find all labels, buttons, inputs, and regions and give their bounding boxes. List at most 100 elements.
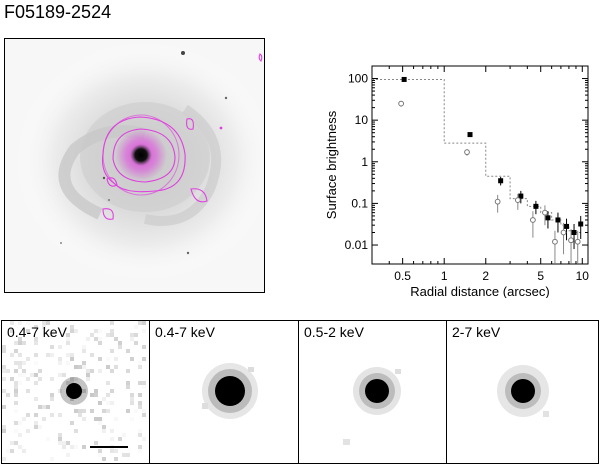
noise-pixel (14, 441, 18, 445)
noise-pixel (22, 417, 26, 421)
noise-pixel (26, 321, 30, 325)
noise-pixel (6, 449, 10, 453)
y-axis-label: Surface brightness (324, 110, 339, 219)
noise-pixel (58, 433, 62, 437)
noise-pixel (14, 389, 18, 393)
noise-pixel (142, 409, 146, 413)
noise-pixel (82, 349, 86, 353)
noise-pixel (82, 365, 86, 369)
band-label: 0.4-7 keV (7, 324, 67, 340)
noise-pixel (50, 329, 54, 333)
noise-pixel (90, 393, 94, 397)
noise-pixel (78, 413, 82, 417)
band-tile-smoothed: 0.4-7 keV (150, 321, 299, 463)
noise-pixel (50, 353, 54, 357)
noise-pixel (138, 449, 142, 453)
noise-pixel (18, 365, 22, 369)
noise-pixel (74, 365, 78, 369)
noise-pixel (94, 393, 98, 397)
noise-pixel (74, 409, 78, 413)
x-tick-label: 10 (576, 269, 590, 283)
noise-pixel (130, 397, 134, 401)
noise-pixel (114, 357, 118, 361)
noise-pixel (14, 401, 18, 405)
noise-pixel (114, 337, 118, 341)
noise-pixel (70, 421, 74, 425)
data-point-open (398, 100, 405, 107)
noise-pixel (10, 353, 14, 357)
noise-pixel (18, 361, 22, 365)
noise-pixel (82, 417, 86, 421)
noise-pixel (142, 413, 146, 417)
noise-pixel (66, 353, 70, 357)
noise-pixel (106, 393, 110, 397)
noise-pixel (98, 449, 102, 453)
noise-pixel (138, 401, 142, 405)
noise-pixel (98, 337, 102, 341)
noise-pixel (110, 333, 114, 337)
noise-pixel (58, 441, 62, 445)
noise-pixel (70, 353, 74, 357)
noise-pixel (38, 405, 42, 409)
noise-pixel (70, 381, 74, 385)
noise-pixel (50, 413, 54, 417)
noise-pixel (74, 329, 78, 333)
noise-pixel (110, 449, 114, 453)
y-tick-label: 1 (361, 155, 368, 169)
noise-pixel (22, 369, 26, 373)
noise-pixel (46, 405, 50, 409)
noise-pixel (98, 417, 102, 421)
noise-pixel (18, 337, 22, 341)
noise-pixel (86, 337, 90, 341)
noise-pixel (114, 449, 118, 453)
noise-pixel (62, 373, 66, 377)
noise-pixel (22, 361, 26, 365)
noise-pixel (66, 453, 70, 457)
noise-pixel (18, 373, 22, 377)
data-point-filled (578, 221, 584, 227)
noise-pixel (14, 409, 18, 413)
x-axis-label: Radial distance (arcsec) (410, 284, 549, 298)
radial-profile-chart: 0.5 1 2 5 10 100 10 1 0.1 0.01 Radial distance (ar… (318, 58, 600, 299)
noise-pixel (110, 329, 114, 333)
noise-pixel (142, 381, 146, 385)
data-point-open (568, 237, 574, 244)
noise-pixel (14, 393, 18, 397)
noise-pixel (10, 329, 14, 333)
noise-pixel (14, 349, 18, 353)
noise-pixel (118, 437, 122, 441)
band-label: 0.5-2 keV (304, 324, 364, 340)
noise-pixel (86, 377, 90, 381)
raw-counts-image (2, 321, 146, 461)
noise-pixel (6, 369, 10, 373)
noise-pixel (42, 321, 46, 325)
noise-pixel (22, 449, 26, 453)
noise-pixel (138, 429, 142, 433)
noise-pixel (78, 409, 82, 413)
noise-pixel (114, 457, 118, 461)
noise-pixel (38, 369, 42, 373)
noise-pixel (14, 421, 18, 425)
noise-pixel (34, 381, 38, 385)
noise-pixel (138, 433, 142, 437)
noise-pixel (58, 373, 62, 377)
noise-pixel (102, 429, 106, 433)
noise-pixel (14, 341, 18, 345)
noise-pixel (58, 389, 62, 393)
noise-pixel (114, 365, 118, 369)
noise-pixel (34, 413, 38, 417)
noise-pixel (2, 369, 6, 373)
noise-pixel (74, 429, 78, 433)
data-point-open (514, 197, 521, 204)
noise-pixel (138, 381, 142, 385)
noise-pixel (18, 421, 22, 425)
noise-pixel (106, 401, 110, 405)
smoothed-image-full (202, 363, 258, 419)
noise-pixel (14, 429, 18, 433)
noise-pixel (2, 377, 6, 381)
noise-pixel (50, 393, 54, 397)
noise-pixel (94, 389, 98, 393)
band-image-strip: 0.4-7 keV 0.4-7 keV 0.5-2 keV 2-7 keV (1, 320, 599, 464)
profile-svg: 0.5 1 2 5 10 100 10 1 0.1 0.01 Radial distance (ar… (324, 65, 590, 299)
noise-pixel (102, 425, 106, 429)
